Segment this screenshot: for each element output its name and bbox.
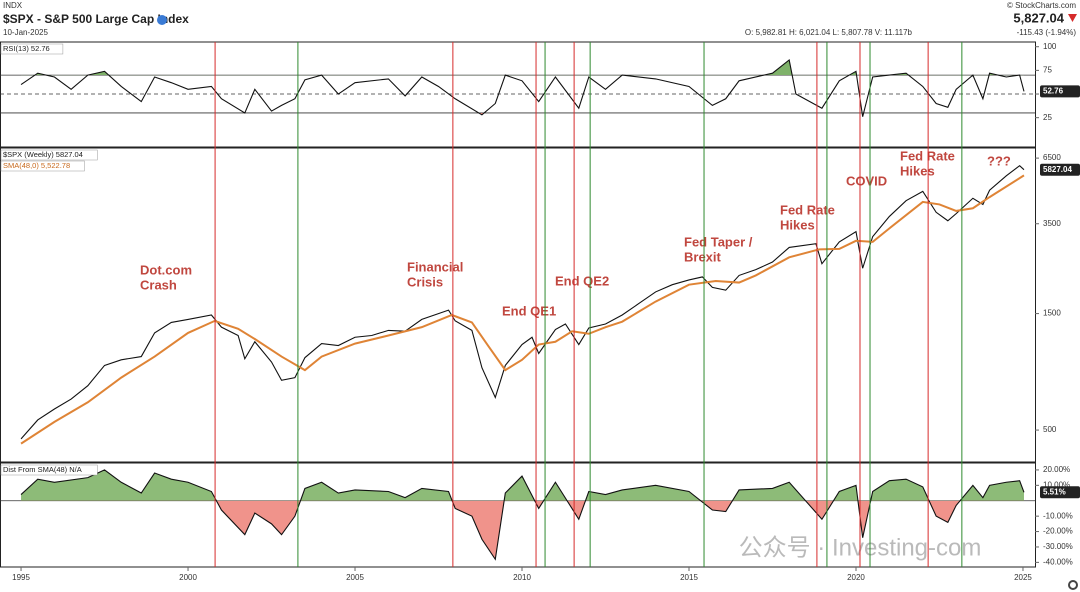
legend-box (0, 464, 98, 476)
annotation: Fed Rate (900, 148, 955, 163)
x-tick-label: 2015 (680, 573, 698, 582)
y-tick-label: 25 (1043, 113, 1052, 122)
source: © StockCharts.com (1007, 1, 1076, 10)
y-tick-label: -40.00% (1043, 557, 1073, 566)
annotation: Brexit (684, 249, 722, 264)
date: 10-Jan-2025 (3, 28, 48, 37)
series-line (20, 58, 1025, 117)
y-tick-label: 1500 (1043, 309, 1061, 318)
annotation: Hikes (780, 217, 815, 232)
y-tick-label: 3500 (1043, 219, 1061, 228)
panel-frame (0, 147, 1036, 463)
annotation: Crash (140, 277, 177, 292)
x-tick-label: 2010 (513, 573, 531, 582)
panel-frame (0, 462, 1036, 568)
x-tick-label: 2020 (847, 573, 865, 582)
y-tick-label: 500 (1043, 425, 1057, 434)
legend-entry: RSI(13) 52.76 (3, 44, 50, 53)
x-tick-label: 1995 (12, 573, 30, 582)
annotation: Fed Rate (780, 202, 835, 217)
x-tick-label: 2000 (179, 573, 197, 582)
annotation: Crisis (407, 274, 443, 289)
ohlc: O: 5,982.81 H: 6,021.04 L: 5,807.78 V: 1… (745, 28, 913, 37)
annotation: Dot.com (140, 262, 192, 277)
y-tick-label: 75 (1043, 65, 1052, 74)
annotation: ??? (987, 153, 1011, 168)
series-line (20, 469, 1025, 561)
y-tick-label: -20.00% (1043, 527, 1073, 536)
annotation: Fed Taper / (684, 234, 753, 249)
last-tag-label: 52.76 (1043, 87, 1064, 96)
y-tick-label: 20.00% (1043, 465, 1070, 474)
series-line (20, 164, 1025, 440)
annotation: COVID (846, 173, 887, 188)
y-tick-label: -30.00% (1043, 542, 1073, 551)
fill-area (21, 469, 1024, 501)
settings-icon[interactable] (1068, 580, 1078, 590)
fill-area (216, 500, 961, 560)
annotation: End QE1 (502, 303, 556, 318)
legend-box (0, 43, 64, 55)
exchange: INDX (3, 1, 23, 10)
legend-box (0, 160, 85, 172)
last-tag (1040, 486, 1080, 499)
down-arrow (1068, 14, 1077, 22)
info-icon[interactable] (157, 15, 167, 25)
annotation: Financial (407, 259, 463, 274)
legend-entry: $SPX (Weekly) 5827.04 (3, 150, 83, 159)
change: -115.43 (-1.94%) (1017, 28, 1077, 37)
legend-box (0, 149, 98, 161)
last-tag-label: 5.51% (1043, 487, 1066, 496)
title: $SPX - S&P 500 Large Cap Index (3, 12, 189, 26)
x-tick-label: 2025 (1014, 573, 1032, 582)
y-tick-label: 100 (1043, 42, 1057, 51)
y-tick-label: 10.00% (1043, 480, 1070, 489)
annotation: Hikes (900, 163, 935, 178)
x-tick-label: 2005 (346, 573, 364, 582)
last-tag (1040, 163, 1080, 176)
y-tick-label: -10.00% (1043, 511, 1073, 520)
last-tag (1040, 85, 1080, 98)
annotation: End QE2 (555, 273, 609, 288)
y-tick-label: 6500 (1043, 153, 1061, 162)
last-tag-label: 5827.04 (1043, 165, 1072, 174)
legend-entry: SMA(48,0) 5,522.78 (3, 161, 70, 170)
legend-entry: Dist From SMA(48) N/A (3, 465, 82, 474)
series-line (20, 174, 1025, 445)
last-price: 5,827.04 (1013, 10, 1064, 25)
